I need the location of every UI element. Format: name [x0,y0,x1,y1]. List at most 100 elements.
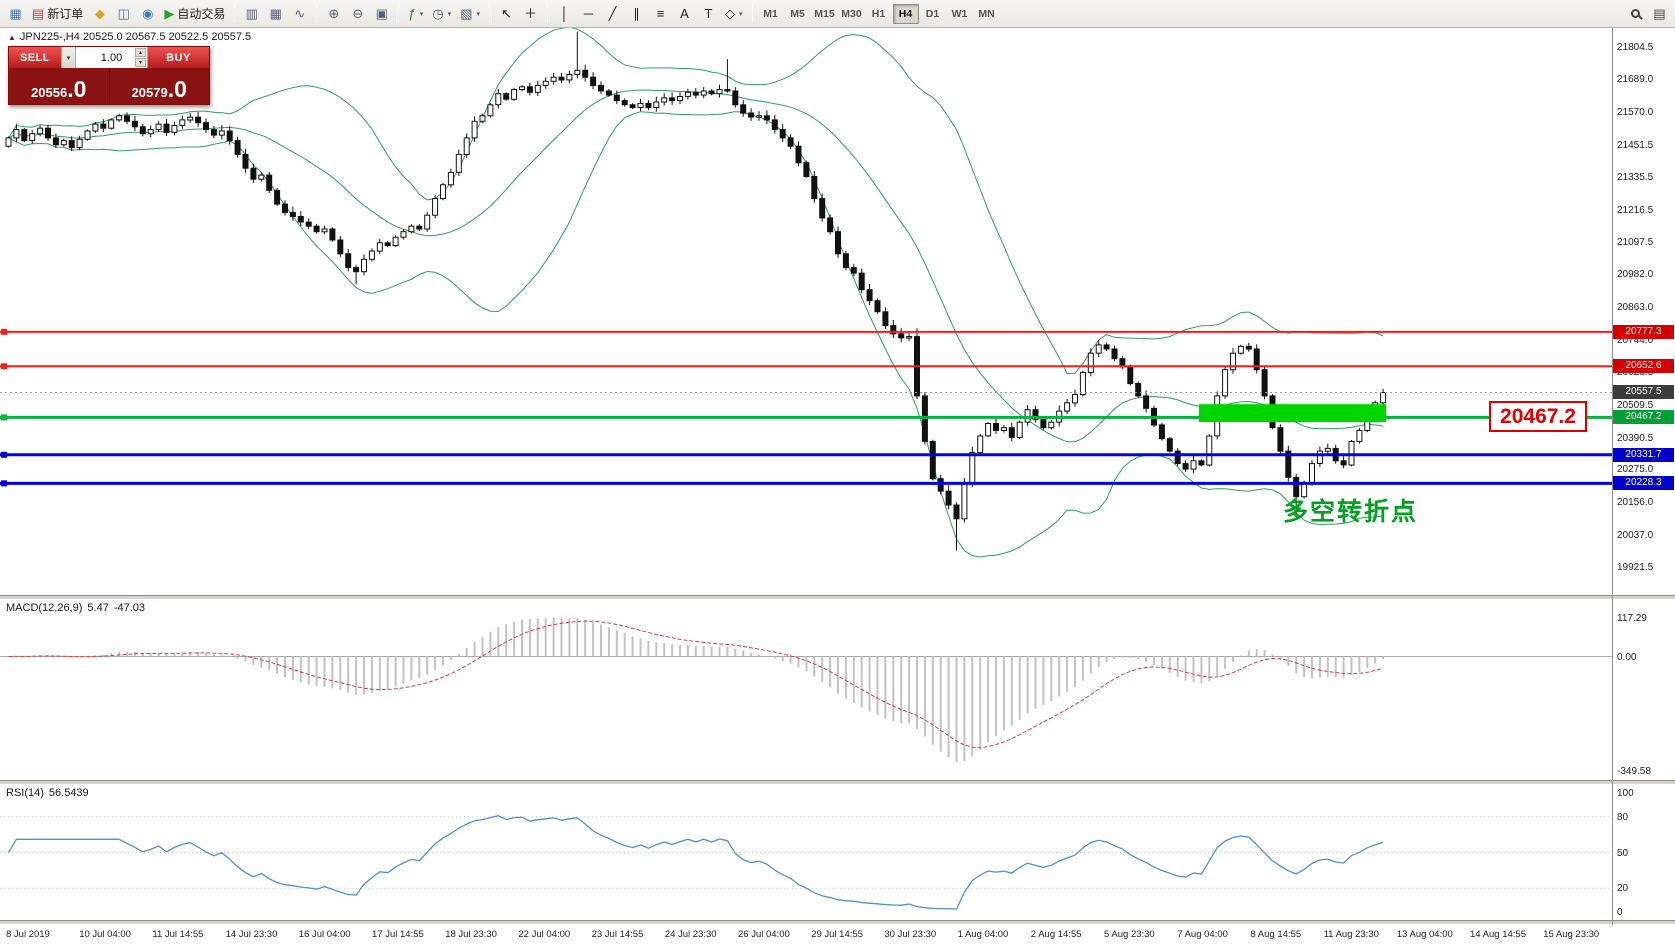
macd-axis-tick: -349.58 [1617,765,1651,777]
label-icon[interactable]: T [697,3,720,25]
macd-value: 5.47 [87,602,109,614]
spin-up-icon[interactable]: ▴ [135,48,146,57]
volume-dropdown-icon[interactable]: ▾ [61,47,76,68]
time-axis-label: 13 Aug 04:00 [1396,929,1453,940]
candlestick-chart-icon-glyph: ▦ [269,6,282,21]
horizontal-line-icon[interactable]: ─ [577,3,600,25]
buy-button[interactable]: BUY [148,47,209,68]
chart-macd-separator[interactable] [0,595,1675,600]
metaeditor-icon[interactable]: ◆ [88,3,111,25]
hline-handle[interactable] [1,328,7,335]
cursor-icon[interactable]: ↖ [495,3,518,25]
timeframe-button-M15[interactable]: M15 [814,7,835,20]
timeframe-button-D1[interactable]: D1 [925,7,940,20]
hline-handle[interactable] [1,480,7,487]
profile-icon-glyph: ◫ [117,6,130,21]
volume-input[interactable]: 1.00 ▴ ▾ [76,47,148,68]
price-axis-tick: 20156.0 [1617,497,1654,509]
zoom-out-icon[interactable]: ⊖ [346,3,369,25]
macd-signal-value: -47.03 [113,602,146,614]
line-chart-icon-glyph: ∿ [294,6,306,21]
alerts-icon[interactable]: ◉ [136,3,159,25]
timeframe-button-W1[interactable]: W1 [951,7,968,20]
rsi-axis-tick: 80 [1617,811,1629,823]
zoom-in-icon[interactable]: ⊕ [322,3,345,25]
arrows-dropdown[interactable]: ◇ ▾ [721,3,747,25]
timeframe-button-M30[interactable]: M30 [841,7,862,20]
crosshair-icon[interactable]: ＋ [519,3,542,25]
text-icon[interactable]: A [673,3,696,25]
vertical-line-icon[interactable]: │ [553,3,576,25]
time-axis-label: 8 Aug 14:55 [1250,929,1302,940]
time-axis-label: 8 Jul 2019 [6,929,50,940]
periods-dropdown-glyph: ◷ [432,6,444,21]
time-axis-label: 11 Jul 14:55 [152,929,204,940]
chevron-down-icon: ▾ [739,10,743,18]
toolbar-separator [751,4,753,23]
hline-handle[interactable] [1,451,7,458]
new-order-button[interactable]: ▤ 新订单 [28,3,87,25]
horizontal-line-icon-glyph: ─ [583,6,594,21]
rsi-timeaxis-separator [0,920,1675,925]
timeframe-button-M1[interactable]: M1 [763,7,778,20]
hline-handle[interactable] [1,414,7,421]
autotrading-button[interactable]: ▶ 自动交易 [160,3,229,25]
fibonacci-icon-glyph: ≡ [656,6,665,21]
new-order-button-label: 新订单 [47,7,84,21]
fibonacci-icon[interactable]: ≡ [649,3,672,25]
data-window-icon[interactable]: ▤ [1648,3,1671,25]
templates-dropdown-glyph: ▧ [460,6,473,21]
price-chart-canvas[interactable] [0,28,1612,595]
channel-icon-glyph: ∥ [633,6,640,21]
time-axis-label: 11 Aug 23:30 [1323,929,1379,940]
bar-chart-icon[interactable]: ▥ [240,3,263,25]
timeframe-button-MN[interactable]: MN [978,7,995,20]
sell-button[interactable]: SELL [9,47,61,68]
macd-panel-canvas[interactable] [0,600,1612,780]
buy-price[interactable]: 20579.0 [110,68,210,104]
macd-signal-line [8,620,1384,749]
magnifier-glyph [1631,9,1640,18]
sell-price[interactable]: 20556.0 [9,68,109,104]
spin-down-icon[interactable]: ▾ [135,58,146,67]
rsi-panel-canvas[interactable] [0,785,1612,920]
timeframe-button-M5[interactable]: M5 [790,7,805,20]
turning-point-annotation[interactable]: 多空转折点 [1283,498,1419,526]
line-chart-icon[interactable]: ∿ [288,3,311,25]
timeframe-button-H4[interactable]: H4 [892,3,919,24]
price-axis-border [1612,28,1613,925]
highlight-zone-rect[interactable] [1198,404,1387,423]
volume-stepper[interactable]: ▴ ▾ [135,48,146,67]
macd-axis-tick: 117.29 [1617,613,1647,625]
hline-handle[interactable] [1,363,7,370]
price-callout-label[interactable]: 20467.2 [1489,401,1587,433]
text-icon-glyph: A [680,6,689,21]
trendline-icon[interactable]: ╱ [601,3,624,25]
price-axis-tick: 20390.5 [1617,432,1654,444]
rsi-value: 56.5439 [48,787,89,799]
price-axis-tick: 20982.0 [1617,269,1654,281]
data-window-icon-glyph: ▤ [1653,6,1666,21]
time-axis-label: 24 Jul 23:30 [664,929,717,940]
chart-ohlc-header: ▲ JPN225-,H4 20525.0 20567.5 20522.5 205… [8,31,251,43]
profile-icon[interactable]: ◫ [112,3,135,25]
indicators-dropdown[interactable]: ƒ ▾ [404,3,427,25]
cursor-icon-glyph: ↖ [501,6,512,21]
search-icon[interactable] [1624,3,1647,25]
candlestick-chart-icon[interactable]: ▦ [264,3,287,25]
tile-windows-icon[interactable]: ▣ [370,3,393,25]
chevron-down-icon: ▾ [447,10,452,18]
timeframe-button-H1[interactable]: H1 [871,7,886,20]
macd-rsi-separator[interactable] [0,780,1675,785]
buy-price-frac: .0 [167,76,187,102]
templates-dropdown[interactable]: ▧ ▾ [456,3,484,25]
time-axis-label: 18 Jul 23:30 [445,929,497,940]
metaeditor-icon-glyph: ◆ [94,6,105,21]
periods-dropdown[interactable]: ◷ ▾ [428,3,455,25]
symbol-ohlc-text: JPN225-,H4 20525.0 20567.5 20522.5 20557… [19,31,252,43]
zoom-out-icon-glyph: ⊖ [352,6,364,21]
alerts-icon-glyph: ◉ [142,6,154,21]
new-chart-icon[interactable]: ▦ [4,3,27,25]
channel-icon[interactable]: ∥ [625,3,648,25]
bollinger-upper-band [8,28,1384,375]
